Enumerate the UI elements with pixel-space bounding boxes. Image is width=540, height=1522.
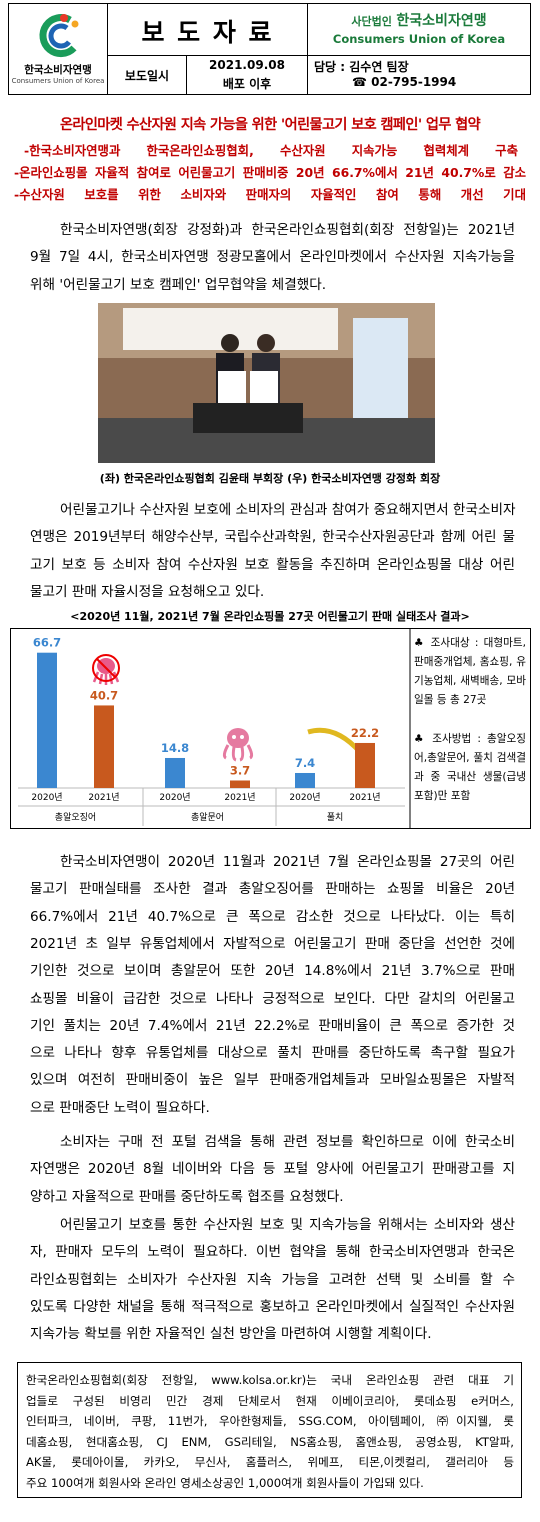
chart-title: <2020년 11월, 2021년 7월 온라인쇼핑몰 27곳 어린물고기 판매… <box>70 610 470 623</box>
series-label: 2020년 <box>289 792 320 803</box>
paragraph-line: 자, 판매자 모두의 노력이 필요하다. 이번 협약을 통해 한국소비자연맹과 … <box>30 1244 515 1261</box>
series-label: 2021년 <box>224 792 255 803</box>
paragraph-line: 물고기 판매 자율시정을 요청해오고 있다. <box>30 583 265 600</box>
paragraph-line: 지속가능 확보를 위한 자율적인 실천 방안을 마련하여 시행할 계획이다. <box>30 1326 432 1343</box>
paragraph-line: 소비자는 구매 전 포털 검색을 통해 관련 정보를 확인하므로 이에 한국소비 <box>60 1134 515 1150</box>
info-line: 한국온라인쇼핑협회(회장 전항일, www.kolsa.or.kr)는 국내 온… <box>26 1373 514 1387</box>
logo-name: 한국소비자연맹 <box>24 64 92 76</box>
paragraph-line: 고기 보호 등 소비자 참여 수산자원 보호 활동을 추진하며 온라인쇼핑몰 대… <box>30 556 515 573</box>
paragraph-line: 자연맹은 2020년 8월 네이버와 다음 등 포털 양사에 어린물고기 판매광… <box>30 1161 515 1178</box>
release-label: 보도일시 <box>124 69 170 83</box>
paragraph-line: 으로 판매중단 노력이 필요하다. <box>30 1099 210 1116</box>
info-box <box>17 1362 522 1498</box>
org-en: Consumers Union of Korea <box>332 32 506 46</box>
value-label: 22.2 <box>351 726 379 740</box>
note: ♣ 조사대상 : 대형마트, 판매중개업체, 홈쇼핑, 유기농업체, 새벽배송,… <box>414 637 526 706</box>
paragraph-line: 으로 나타나 향후 유통업체를 대상으로 풀치 판매를 중단하도록 촉구할 필요… <box>30 1045 515 1062</box>
note: ♣ 조사방법 : 총알오징어,총알문어, 풀치 검색결과 중 국내산 생물(급냉… <box>414 733 526 802</box>
paragraph-line: 연맹은 2019년부터 해양수산부, 국립수산과학원, 한국수산자원공단과 함께… <box>30 529 515 546</box>
value-label: 66.7 <box>33 636 61 650</box>
paragraph-line: 2021년 초 일부 유통업체에서 자발적으로 어린물고기 판매 중단을 선언한… <box>30 935 515 952</box>
subhead: -수산자원 보호를 위한 소비자와 판매자의 자율적인 참여 통해 개선 기대 <box>14 187 526 202</box>
photo-caption: (좌) 한국온라인쇼핑협회 김윤태 부회장 (우) 한국소비자연맹 강정화 회장 <box>99 472 441 485</box>
value-label: 3.7 <box>230 763 250 777</box>
info-line: 주요 100여개 회원사와 온라인 영세소상공인 1,000여개 회원사들이 가… <box>26 1475 424 1490</box>
paragraph-line: 어린물고기 보호를 통한 수산자원 보호 및 지속가능을 위해서는 소비자와 생… <box>60 1217 515 1233</box>
paragraph-line: 한국소비자연맹이 2020년 11월과 2021년 7월 온라인쇼핑몰 27곳의… <box>60 854 515 870</box>
person <box>257 334 275 352</box>
bar <box>230 780 250 788</box>
chart: 총알오징어66.72020년40.72021년총알문어14.82020년3.72… <box>10 628 531 829</box>
bar <box>37 652 57 788</box>
phone: ☎ 02-795-1994 <box>352 75 457 89</box>
org-line: 사단법인 한국소비자연맹 <box>307 10 531 30</box>
info-line: AK몰, 롯데아이몰, 카카오, 무신사, 홈플러스, 위메프, 티몬,이켓컬리… <box>26 1455 514 1469</box>
bar <box>94 705 114 788</box>
category-label: 풀치 <box>327 811 344 823</box>
person <box>221 334 239 352</box>
bar <box>295 772 315 788</box>
headline: 온라인마켓 수산자원 지속 가능을 위한 '어린물고기 보호 캠페인' 업무 협… <box>59 117 481 133</box>
doc-title: 보 도 자 료 <box>141 18 274 47</box>
logo-arc <box>39 14 77 58</box>
value-label: 7.4 <box>295 756 315 770</box>
octopus-icon <box>222 728 254 762</box>
standee <box>353 318 408 428</box>
release-date: 2021.09.08 <box>209 58 285 72</box>
logo-dot <box>60 14 68 22</box>
logo-dot <box>71 20 79 28</box>
series-label: 2021년 <box>88 792 119 803</box>
bar <box>355 742 375 788</box>
bar <box>165 757 185 788</box>
squid-icon <box>92 654 120 685</box>
category-label: 총알오징어 <box>55 812 96 823</box>
value-label: 40.7 <box>90 688 118 702</box>
series-label: 2021년 <box>349 792 380 803</box>
series-label: 2020년 <box>159 792 190 803</box>
contact: 담당 : 김수연 팀장 <box>314 60 409 74</box>
document <box>250 371 278 407</box>
paragraph-line: 있도록 다양한 채널을 통해 적극적으로 홍보하고 온라인마켓에서 실질적인 수… <box>30 1298 515 1315</box>
photo <box>98 303 435 463</box>
paragraph-line: 한국소비자연맹(회장 강정화)과 한국온라인쇼핑협회(회장 전항일)는 2021… <box>60 222 515 238</box>
release-note: 배포 이후 <box>222 77 272 91</box>
logo <box>39 14 79 58</box>
paragraph-line: 있으며 여전히 판매비중이 높은 일부 판매중개업체들과 모바일쇼핑몰은 자발적 <box>30 1072 515 1089</box>
org-prefix: 사단법인 <box>351 15 392 28</box>
paragraph-line: 쇼핑몰 비율이 급감한 것으로 나타나 긍정적으로 보인다. 다만 갈치의 어린… <box>30 990 515 1007</box>
series-label: 2020년 <box>31 792 62 803</box>
document <box>218 371 246 407</box>
paragraph-line: 위해 '어린물고기 보호 캠페인' 업무협약을 체결했다. <box>30 276 327 293</box>
logo-sub: Consumers Union of Korea <box>11 77 105 85</box>
paragraph-line: 66.7%에서 21년 40.7%으로 큰 폭으로 감소한 것으로 나타났다. … <box>30 908 515 925</box>
info-line: 데홈쇼핑, 현대홈쇼핑, CJ ENM, GS리테일, NS홈쇼핑, 홈앤쇼핑,… <box>26 1434 514 1449</box>
paragraph-line: 기인 풀치는 20년 7.4%에서 21년 22.2%로 판매비율이 큰 폭으로… <box>30 1017 515 1034</box>
category-label: 총알문어 <box>191 812 224 823</box>
paragraph-line: 물고기 판매실태를 조사한 결과 총알오징어를 판매하는 쇼핑몰 비율은 20년 <box>30 881 515 898</box>
paragraph-line: 기인한 것으로 보이며 총알문어 또한 20년 14.8%에서 21년 3.7%… <box>30 963 515 980</box>
subhead: -한국소비자연맹과 한국온라인쇼핑협회, 수산자원 지속가능 협력체계 구축 <box>24 143 518 158</box>
contact-cell <box>307 55 531 95</box>
subhead: -온라인쇼핑몰 자율적 참여로 어린물고기 판매비중 20년 66.7%에서 2… <box>14 165 526 180</box>
logo-arc <box>48 23 71 49</box>
paragraph-line: 양하고 자율적으로 판매를 중단하도록 협조를 요청했다. <box>30 1188 344 1205</box>
table <box>193 403 303 433</box>
paragraph-line: 라인쇼핑협회는 소비자가 수산자원 지속 가능을 고려한 선택 및 소비를 할 … <box>30 1271 515 1288</box>
info-line: 업들로 구성된 비영리 민간 경제 단체로서 현재 이베이코리아, 롯데쇼핑 e… <box>26 1393 514 1408</box>
info-line: 인터파크, 네이버, 쿠팡, 11번가, 우아한형제들, SSG.COM, 아이… <box>26 1414 514 1428</box>
paragraph-line: 9월 7일 4시, 한국소비자연맹 정광모홀에서 온라인마켓에서 수산자원 지속… <box>30 249 515 266</box>
org-name: 한국소비자연맹 <box>396 13 487 29</box>
value-label: 14.8 <box>161 741 189 755</box>
paragraph-line: 어린물고기나 수산자원 보호에 소비자의 관심과 참여가 중요해지면서 한국소비… <box>60 502 516 518</box>
